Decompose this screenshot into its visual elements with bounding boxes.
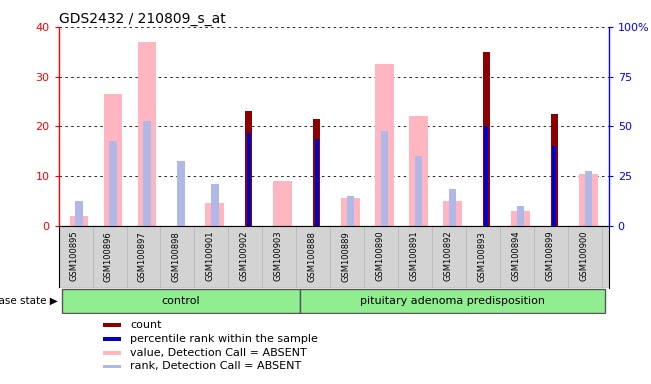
Bar [449, 189, 456, 226]
Bar [109, 141, 117, 226]
Bar [341, 199, 360, 226]
Bar [314, 139, 319, 226]
Bar [551, 114, 558, 226]
Bar [552, 146, 557, 226]
Text: disease state ▶: disease state ▶ [0, 296, 58, 306]
Bar [245, 111, 253, 226]
Bar [206, 204, 224, 226]
Bar [347, 196, 354, 226]
Bar [62, 289, 299, 313]
Text: GSM100903: GSM100903 [273, 231, 283, 281]
Bar [375, 64, 394, 226]
Text: rank, Detection Call = ABSENT: rank, Detection Call = ABSENT [130, 361, 301, 371]
Text: GSM100894: GSM100894 [512, 231, 520, 281]
Text: GSM100891: GSM100891 [409, 231, 419, 281]
Text: control: control [161, 296, 200, 306]
Bar [415, 156, 422, 226]
Bar [104, 94, 122, 226]
Bar [585, 171, 592, 226]
Text: GSM100889: GSM100889 [342, 231, 351, 281]
Text: count: count [130, 320, 161, 330]
Text: percentile rank within the sample: percentile rank within the sample [130, 334, 318, 344]
Text: GSM100898: GSM100898 [172, 231, 181, 281]
Text: GSM100892: GSM100892 [443, 231, 452, 281]
Bar [143, 121, 150, 226]
Text: GSM100895: GSM100895 [70, 231, 79, 281]
Bar [211, 184, 219, 226]
Bar [76, 201, 83, 226]
Text: GSM100890: GSM100890 [376, 231, 385, 281]
Bar [103, 351, 120, 354]
Text: GSM100902: GSM100902 [240, 231, 249, 281]
Text: GSM100893: GSM100893 [477, 231, 486, 281]
Bar [443, 201, 462, 226]
Text: GSM100901: GSM100901 [206, 231, 215, 281]
Text: pituitary adenoma predisposition: pituitary adenoma predisposition [360, 296, 545, 306]
Text: GSM100896: GSM100896 [104, 231, 113, 281]
Bar [137, 42, 156, 226]
Text: GSM100899: GSM100899 [546, 231, 555, 281]
Bar [70, 216, 89, 226]
Text: GSM100900: GSM100900 [579, 231, 589, 281]
Bar [247, 133, 251, 226]
Bar [103, 337, 120, 341]
Bar [177, 161, 185, 226]
Bar [482, 52, 490, 226]
Bar [299, 289, 605, 313]
Bar [313, 119, 320, 226]
Bar [103, 364, 120, 368]
Bar [517, 206, 524, 226]
Text: GSM100897: GSM100897 [138, 231, 147, 281]
Bar [511, 211, 530, 226]
Bar [273, 181, 292, 226]
Bar [579, 174, 598, 226]
Bar [381, 131, 388, 226]
Bar [409, 116, 428, 226]
Text: GDS2432 / 210809_s_at: GDS2432 / 210809_s_at [59, 12, 225, 26]
Bar [484, 126, 488, 226]
Bar [103, 323, 120, 327]
Text: value, Detection Call = ABSENT: value, Detection Call = ABSENT [130, 348, 307, 358]
Text: GSM100888: GSM100888 [308, 231, 316, 282]
